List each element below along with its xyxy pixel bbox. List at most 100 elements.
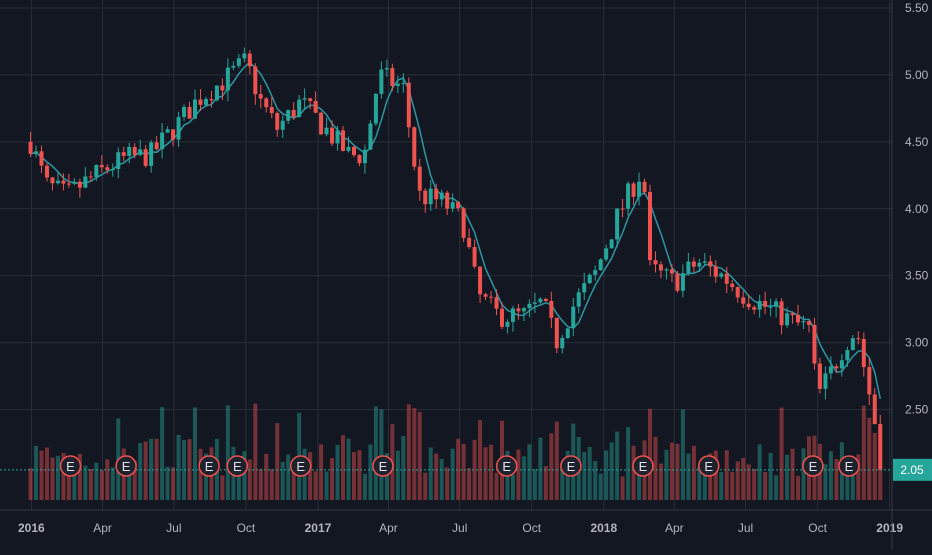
volume-bar (796, 475, 801, 500)
volume-bar (867, 417, 872, 500)
volume-bar (741, 458, 746, 500)
candle-body (214, 85, 219, 101)
volume-bar (702, 466, 707, 500)
volume-bar (516, 449, 521, 500)
candle-body (390, 68, 395, 86)
candle-body (543, 298, 548, 301)
volume-bar (790, 448, 795, 500)
candle-body (478, 266, 483, 295)
volume-bar (308, 452, 313, 500)
candle-body (774, 301, 779, 307)
earnings-marker-label: E (296, 459, 305, 474)
volume-bar (149, 438, 154, 500)
candle-body (99, 164, 104, 168)
candle-body (335, 130, 340, 144)
candle-body (483, 294, 488, 297)
volume-bar (669, 442, 674, 500)
candle-body (609, 239, 614, 249)
x-tick-label: 2019 (876, 521, 903, 535)
candle-body (127, 146, 132, 156)
volume-bar (532, 469, 537, 500)
candle-body (258, 94, 263, 99)
x-tick-label: Oct (522, 521, 541, 535)
candle-body (121, 152, 126, 156)
candle-body (373, 93, 378, 124)
volume-bar (247, 459, 252, 500)
earnings-marker-label: E (809, 459, 818, 474)
volume-bar (456, 438, 461, 500)
volume-bar (412, 408, 417, 500)
candle-body (72, 181, 77, 184)
volume-bar (34, 445, 39, 500)
candle-body (83, 176, 88, 188)
candle-body (669, 269, 674, 274)
candle-body (763, 300, 768, 307)
candle-body (549, 300, 554, 318)
candle-body (297, 99, 302, 117)
candle-body (445, 192, 450, 209)
volume-bar (609, 442, 614, 500)
candle-body (593, 270, 598, 275)
candle-body (878, 423, 883, 470)
candle-body (384, 68, 389, 70)
candle-body (686, 261, 691, 274)
candle-body (401, 82, 406, 84)
candle-body (527, 303, 532, 309)
volume-bar (691, 445, 696, 500)
candle-body (193, 99, 198, 119)
earnings-marker (59, 455, 82, 477)
volume-bar (72, 464, 77, 500)
volume-bar (434, 453, 439, 500)
candle-body (44, 165, 49, 178)
candle-body (286, 109, 291, 121)
volume-bar (138, 443, 143, 500)
earnings-marker (115, 455, 137, 477)
volume-bar (521, 456, 526, 500)
candle-body (165, 129, 170, 133)
candle-body (691, 261, 696, 267)
x-tick-label: 2016 (18, 521, 45, 535)
candle-body (269, 107, 274, 114)
y-tick-label: 4.50 (905, 135, 929, 149)
volume-bar (88, 468, 93, 500)
volume-bar (286, 454, 291, 500)
volume-bar (280, 461, 285, 500)
x-tick-label: Apr (93, 521, 112, 535)
candle-body (746, 303, 751, 308)
volume-bar (94, 462, 99, 500)
x-tick-label: Jul (738, 521, 753, 535)
candle-body (362, 149, 367, 164)
candle-body (88, 176, 93, 178)
candle-body (790, 313, 795, 316)
candle-body (796, 315, 801, 323)
volume-bar (176, 434, 181, 500)
earnings-marker-label: E (379, 459, 388, 474)
volume-bar (50, 457, 55, 500)
volume-bar (395, 450, 400, 500)
candle-body (658, 264, 663, 271)
candle-body (823, 373, 828, 389)
volume-bar (335, 444, 340, 500)
candle-body (368, 123, 373, 150)
candle-body (198, 99, 203, 105)
volume-bar (236, 460, 241, 500)
volume-bar (160, 407, 165, 500)
last-price-label: 2.05 (900, 463, 924, 477)
candle-body (280, 120, 285, 130)
candle-body (752, 307, 757, 310)
volume-bar (483, 447, 488, 500)
candle-body (565, 328, 570, 338)
candle-body (713, 266, 718, 277)
candle-body (494, 297, 499, 309)
volume-bar (494, 472, 499, 500)
candle-body (779, 301, 784, 326)
volume-bar (845, 459, 850, 500)
candle-body (434, 188, 439, 200)
earnings-marker-label: E (122, 459, 131, 474)
candle-body (719, 273, 724, 277)
x-tick-label: 2018 (590, 521, 617, 535)
candle-body (461, 208, 466, 238)
candle-body (94, 164, 99, 177)
volume-bar (785, 454, 790, 500)
volume-bar (467, 468, 472, 500)
